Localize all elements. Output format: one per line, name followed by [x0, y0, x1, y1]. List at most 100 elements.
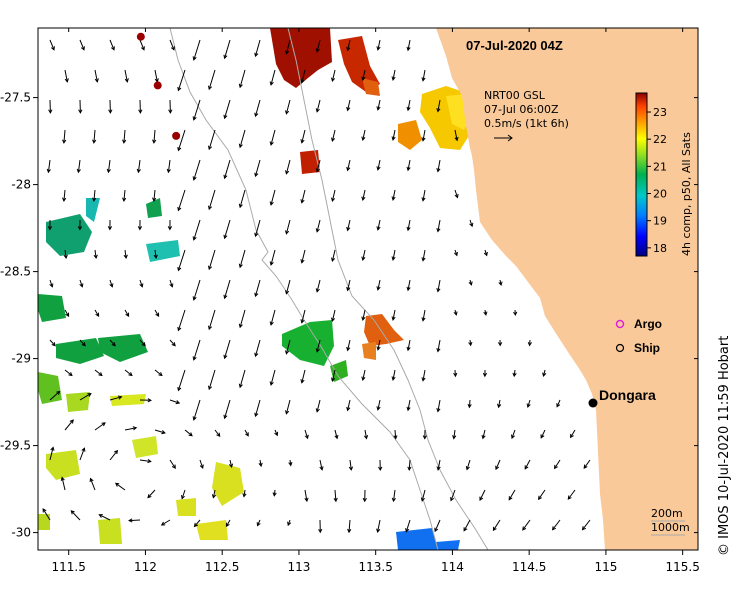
current-arrow-173 [421, 369, 426, 382]
current-arrow-230 [524, 459, 531, 470]
current-arrow-67 [436, 159, 441, 173]
current-arrow-248 [508, 489, 516, 501]
current-arrow-233 [60, 476, 66, 491]
sst-patch-west-lime-1 [38, 372, 62, 404]
current-arrow-103 [238, 249, 246, 269]
current-arrow-61 [254, 159, 261, 178]
current-arrow-242 [333, 489, 338, 503]
current-arrow-259 [287, 519, 292, 527]
current-arrow-9 [315, 39, 321, 53]
current-arrow-86 [167, 219, 173, 231]
sst-patch-west-cyan [86, 198, 100, 222]
current-arrow-246 [450, 489, 456, 502]
current-arrow-97 [63, 249, 68, 260]
current-arrow-228 [465, 459, 471, 471]
current-arrow-73 [208, 189, 216, 211]
current-arrow-33 [254, 99, 261, 118]
current-arrow-179 [79, 393, 92, 401]
current-arrow-76 [300, 189, 306, 204]
current-arrow-42 [122, 129, 127, 144]
current-arrow-176 [512, 369, 517, 378]
current-arrow-104 [269, 249, 276, 266]
current-arrow-121 [315, 279, 321, 293]
current-arrow-14 [94, 69, 99, 83]
current-arrow-262 [376, 519, 381, 534]
current-arrow-119 [254, 279, 261, 298]
current-arrow-126 [468, 279, 473, 286]
colorbar-gradient [635, 92, 648, 257]
current-arrow-196 [64, 419, 74, 431]
current-arrow-211 [511, 429, 516, 440]
current-arrow-108 [391, 249, 396, 261]
imos-credit: © IMOS 10-Jul-2020 11:59 Hobart [717, 336, 732, 556]
current-arrow-110 [453, 249, 458, 257]
current-arrow-201 [214, 429, 221, 438]
current-arrow-114 [109, 279, 114, 288]
current-arrow-268 [551, 519, 561, 531]
current-arrow-167 [238, 369, 246, 389]
current-arrow-11 [376, 39, 381, 51]
current-arrow-165 [177, 369, 186, 392]
current-arrow-112 [49, 279, 54, 288]
current-arrow-168 [269, 369, 276, 386]
sst-patch-west-yellow-8 [38, 514, 50, 530]
current-arrow-221 [258, 459, 263, 468]
bathymetry-contours [169, 28, 489, 550]
sst-patches [38, 28, 474, 550]
current-arrow-62 [285, 159, 291, 175]
sst-patch-west-green-2 [56, 338, 104, 364]
current-arrow-205 [334, 429, 339, 440]
current-arrow-133 [208, 309, 216, 331]
current-arrow-91 [315, 219, 321, 233]
current-arrow-181 [139, 398, 152, 403]
current-arrow-87 [192, 219, 201, 241]
current-arrow-82 [47, 219, 53, 231]
current-arrow-162 [94, 369, 103, 377]
current-arrow-145 [79, 339, 86, 347]
current-arrow-45 [208, 129, 216, 151]
current-arrow-92 [346, 219, 351, 232]
current-arrow-118 [223, 279, 231, 300]
current-arrow-19 [238, 69, 246, 89]
current-arrow-200 [184, 429, 193, 437]
current-arrow-261 [347, 519, 352, 534]
current-arrow-202 [244, 429, 249, 437]
current-arrow-89 [254, 219, 261, 238]
current-arrow-247 [479, 489, 486, 502]
current-arrow-241 [304, 489, 309, 503]
current-arrow-226 [407, 459, 412, 472]
current-arrow-21 [300, 69, 306, 84]
current-scale-arrow [494, 134, 513, 142]
current-arrow-255 [160, 519, 171, 526]
current-arrow-20 [269, 69, 276, 86]
current-arrow-136 [300, 309, 306, 324]
colorbar-label: 4h comp, p50, All Sats [680, 132, 693, 256]
current-arrow-38 [406, 99, 411, 112]
current-arrow-64 [346, 159, 351, 172]
current-arrow-185 [254, 399, 261, 418]
current-arrow-219 [199, 459, 204, 469]
current-arrow-128 [64, 309, 70, 317]
current-arrow-107 [361, 249, 366, 262]
current-arrow-207 [393, 429, 398, 440]
x-tick-label-6: 114.5 [512, 560, 546, 574]
sst-patch-mid-red [300, 150, 320, 174]
current-arrow-210 [481, 429, 486, 440]
current-arrow-149 [192, 339, 201, 361]
ship-label: Ship [634, 341, 660, 355]
current-arrow-156 [406, 339, 411, 352]
current-arrow-180 [109, 395, 123, 401]
current-arrow-102 [208, 249, 216, 271]
current-arrow-4 [169, 39, 175, 51]
current-arrow-218 [169, 459, 176, 469]
argo-symbol-icon [615, 319, 625, 329]
current-arrow-17 [177, 69, 186, 92]
sst-patch-north-dark [270, 28, 332, 88]
current-arrow-12 [406, 39, 411, 52]
current-scale-note: NRT00 GSL 07-Jul 06:00Z 0.5m/s (1kt 6h) [484, 89, 569, 142]
current-arrow-163 [124, 369, 133, 377]
current-arrow-120 [285, 279, 291, 295]
current-arrow-166 [208, 369, 216, 391]
current-arrow-58 [166, 159, 171, 174]
current-arrow-132 [177, 309, 186, 332]
